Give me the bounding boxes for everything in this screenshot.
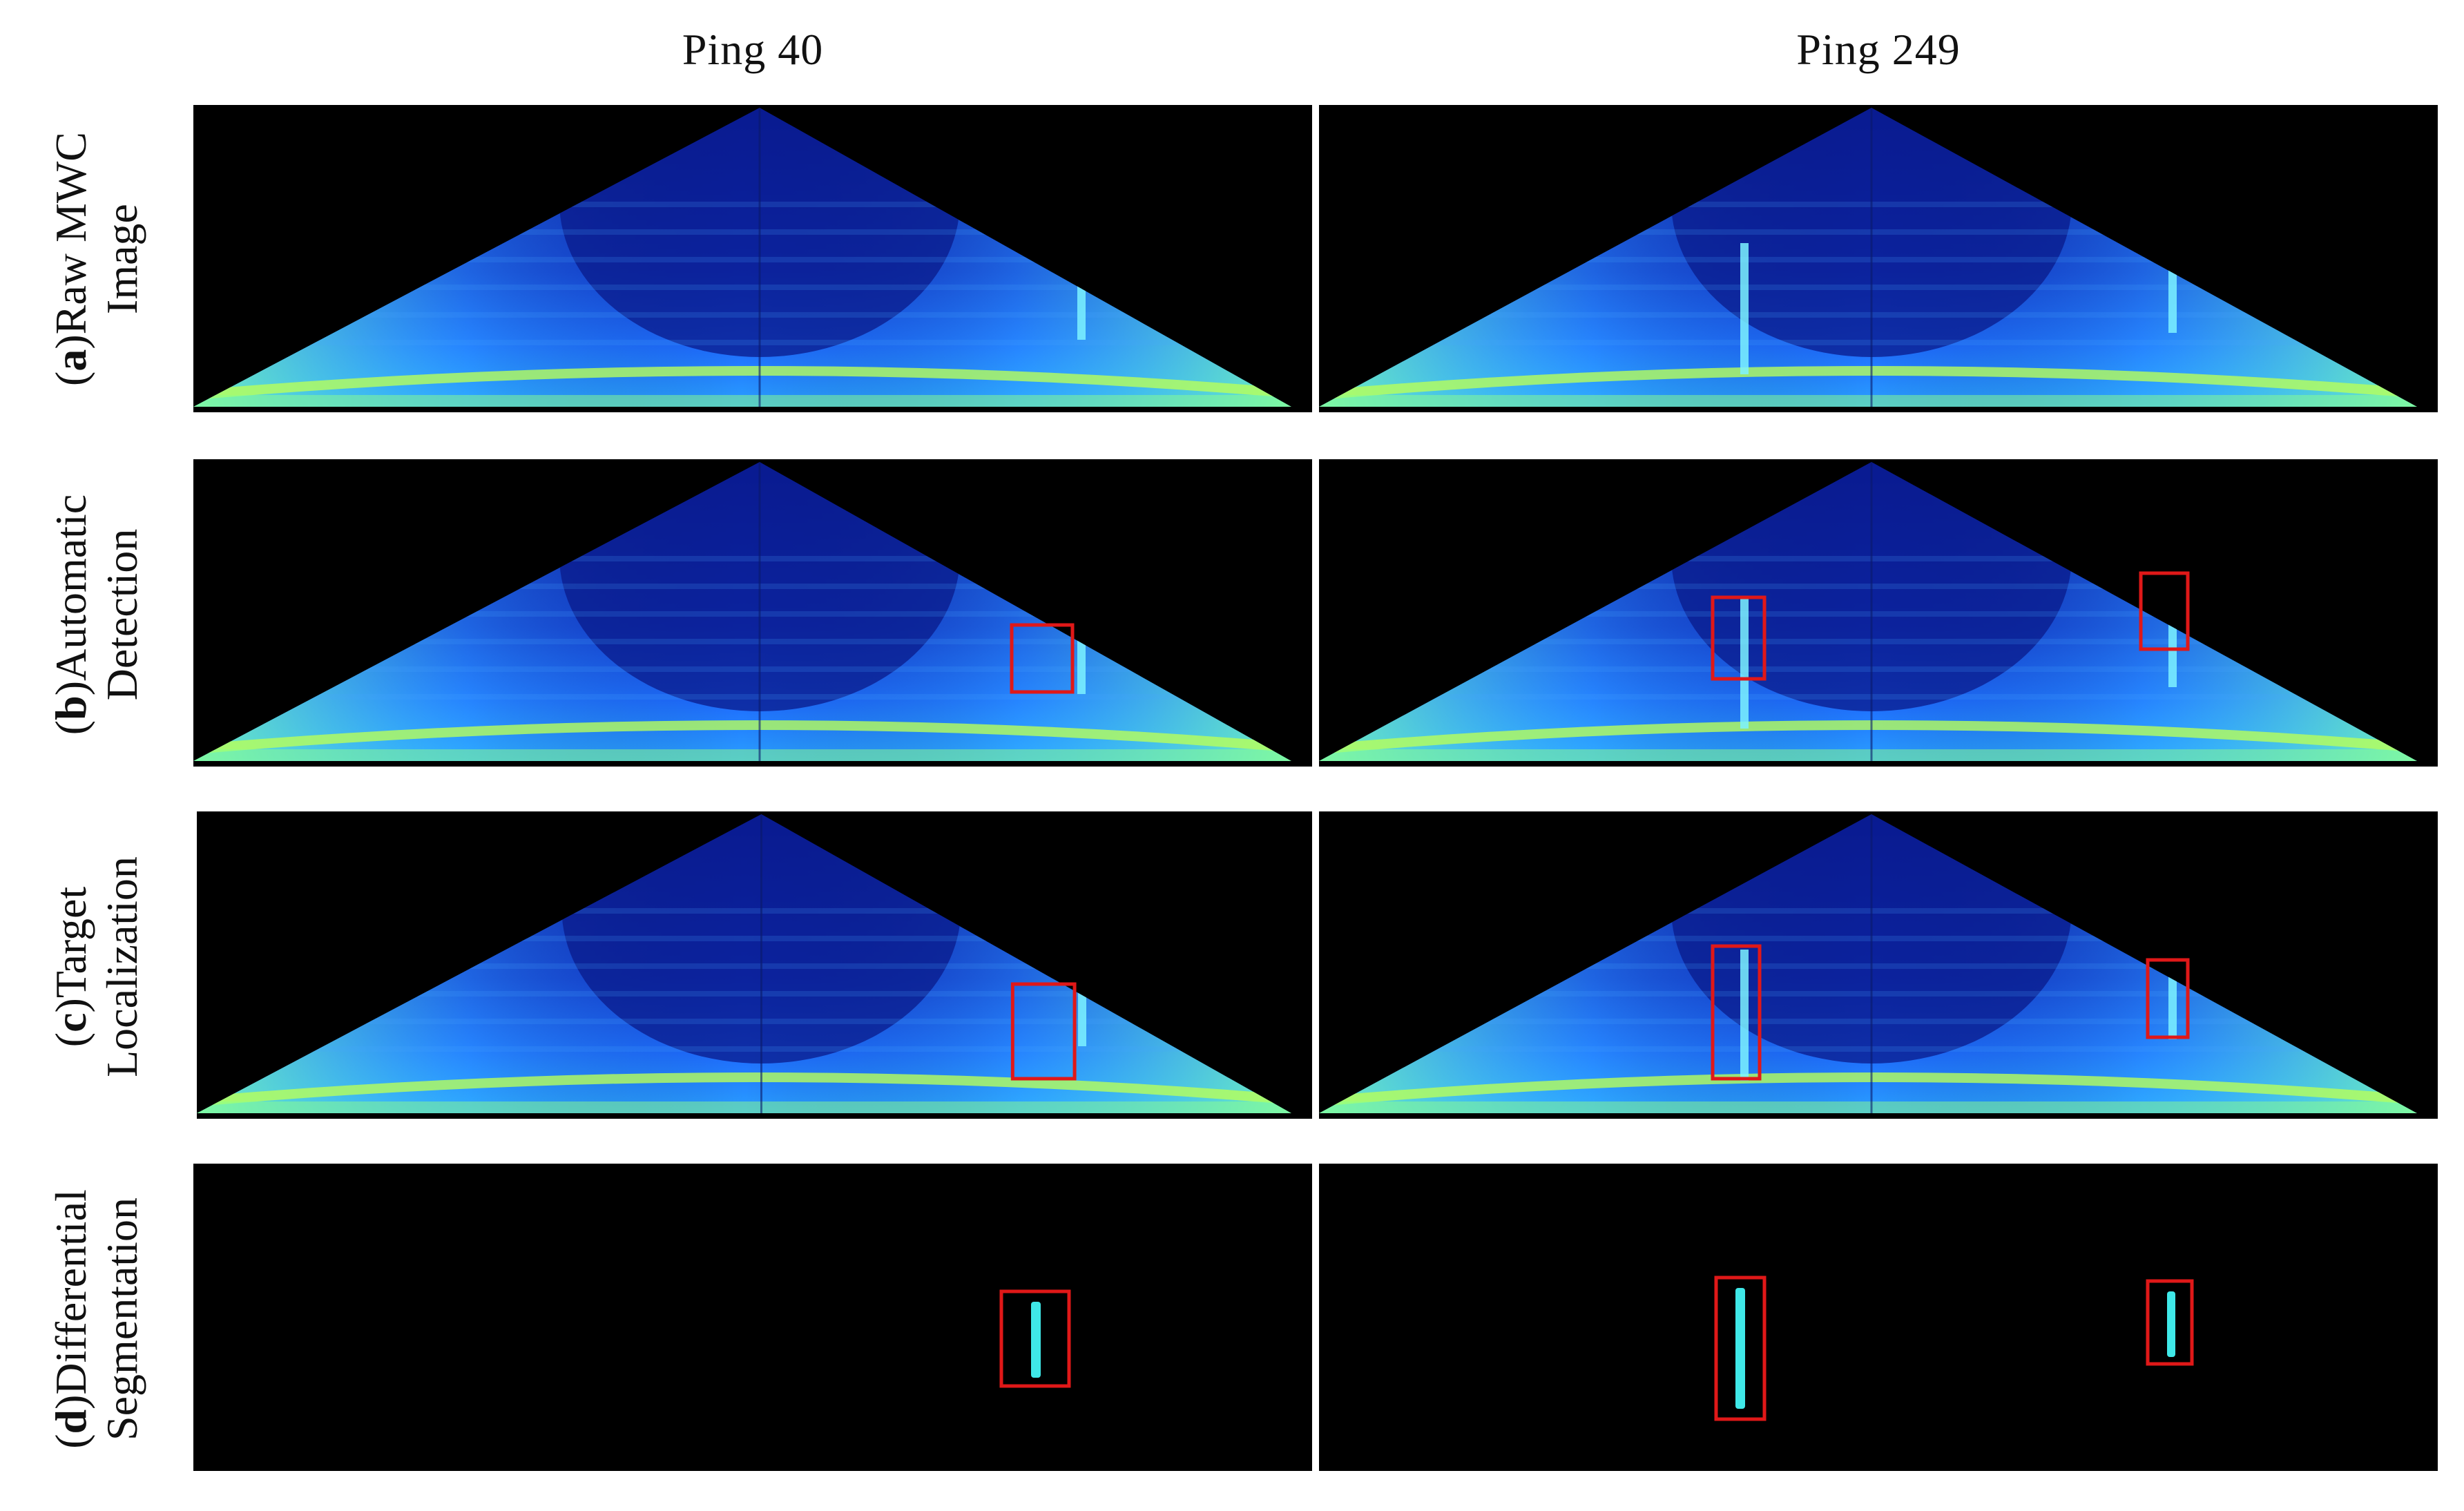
panel-raw-ping40 xyxy=(193,105,1312,412)
panel-localization-ping40 xyxy=(197,811,1312,1119)
panel-detection-ping40 xyxy=(193,459,1312,767)
row-label-d: (d)Differential Segmentation xyxy=(46,1189,146,1449)
panel-localization-ping249 xyxy=(1319,811,2438,1119)
column-title-ping-249: Ping 249 xyxy=(1796,25,1961,74)
row-label-c: (c)Target Localization xyxy=(46,856,146,1077)
panel-segmentation-ping249 xyxy=(1319,1164,2438,1471)
panel-detection-ping249 xyxy=(1319,459,2438,767)
panel-segmentation-ping40 xyxy=(193,1164,1312,1471)
row-label-b: (b)Automatic Detection xyxy=(46,494,146,735)
column-title-ping-40: Ping 40 xyxy=(682,25,824,74)
panel-raw-ping249 xyxy=(1319,105,2438,412)
row-label-a: (a)Raw MWC Image xyxy=(46,132,146,386)
